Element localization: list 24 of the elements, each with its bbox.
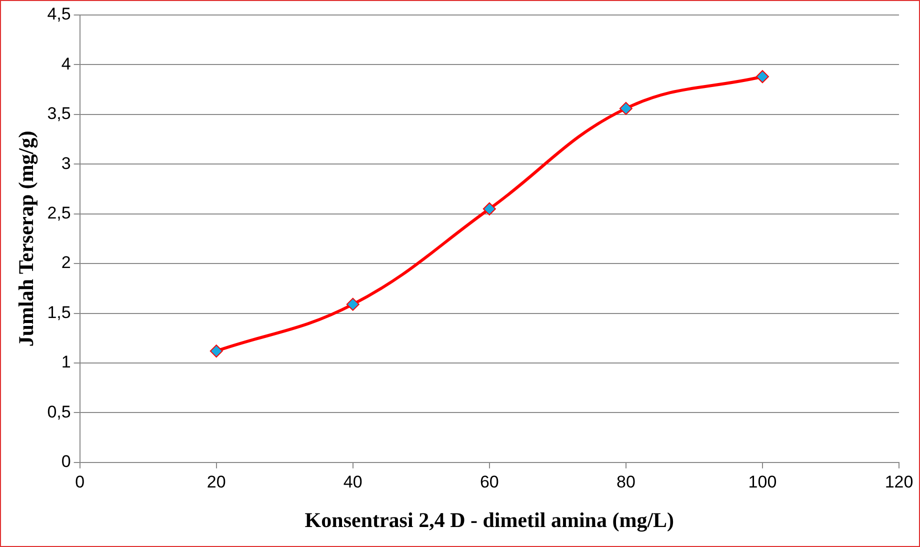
y-tick-label: 1,5 <box>47 302 71 322</box>
y-tick-label: 2,5 <box>47 204 71 223</box>
x-tick-label: 40 <box>343 472 362 492</box>
x-tick-label: 60 <box>480 472 499 492</box>
y-tick-label: 4,5 <box>47 4 71 24</box>
x-tick-label: 120 <box>884 472 914 492</box>
x-tick-label: 20 <box>206 472 226 492</box>
y-tick-label: 2 <box>61 253 71 272</box>
y-tick-label: 0 <box>61 452 71 472</box>
x-tick-label: 100 <box>748 472 777 492</box>
y-tick-label: 3,5 <box>47 104 71 124</box>
point <box>619 102 632 115</box>
y-tick-label: 3 <box>61 154 71 173</box>
y-axis-title: Jumlah Terserap (mg/g) <box>14 130 38 347</box>
x-tick-label: 0 <box>75 472 85 492</box>
y-tick-label: 0,5 <box>47 402 71 422</box>
x-axis-title: Konsentrasi 2,4 D - dimetil amina (mg/L) <box>304 508 674 532</box>
y-tick-label: 1 <box>61 352 71 372</box>
point <box>210 344 223 358</box>
point <box>346 298 360 311</box>
x-tick-label: 80 <box>616 472 636 492</box>
y-tick-label: 4 <box>61 54 71 74</box>
point <box>756 70 769 84</box>
point <box>482 202 496 216</box>
